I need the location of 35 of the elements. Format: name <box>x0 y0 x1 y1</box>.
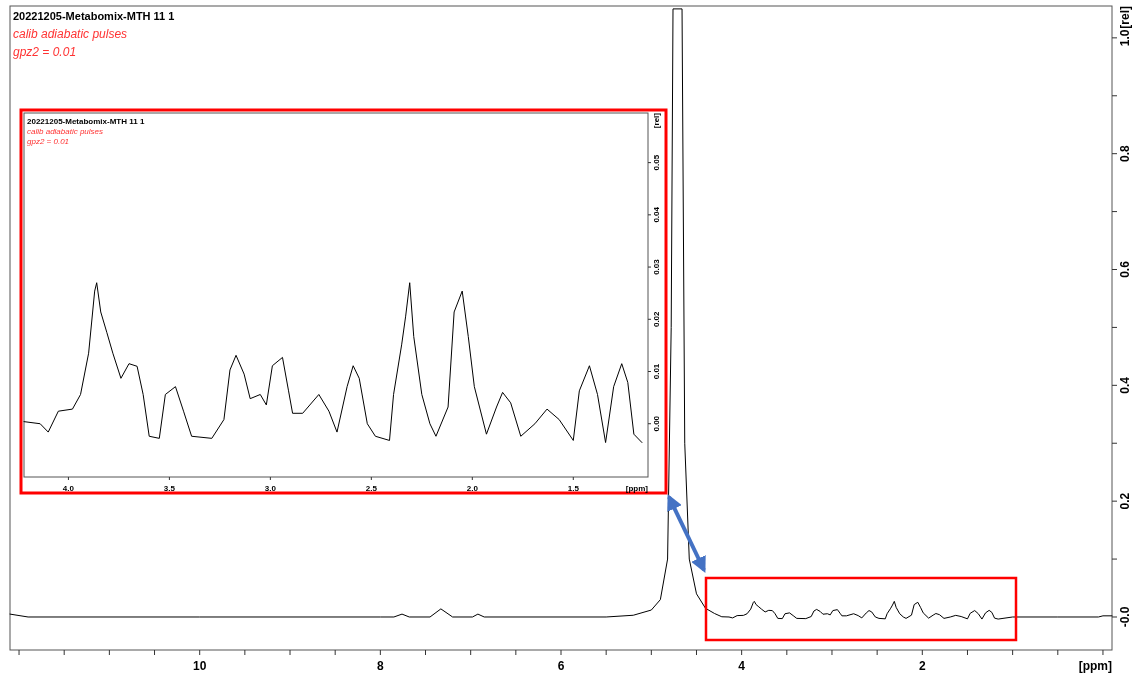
y-tick-label: 0.8 <box>1118 145 1132 163</box>
x-tick-label: 4.0 <box>62 484 75 493</box>
x-tick-label: 8 <box>377 659 384 673</box>
x-tick-label: 1.5 <box>567 484 580 493</box>
y-tick-label: 0.01 <box>652 363 661 380</box>
y-tick-label: 0.03 <box>652 258 661 275</box>
y-tick-label: 0.6 <box>1118 260 1132 278</box>
line-series <box>9 8 1113 620</box>
y-tick-label: -0.0 <box>1118 606 1132 628</box>
y-axis-title: [rel] <box>652 112 661 129</box>
x-tick-label: 2 <box>918 659 926 673</box>
chart-title: 20221205-Metabomix-MTH 11 1 <box>13 10 175 22</box>
x-axis-title: [ppm] <box>625 484 649 493</box>
y-tick-label: 0.00 <box>652 415 661 432</box>
x-tick-label: 3.0 <box>264 484 277 493</box>
annotation: calib adiabatic pulses <box>13 27 128 41</box>
y-axis-title: [rel] <box>1118 6 1132 29</box>
x-tick-label: 6 <box>557 659 565 673</box>
y-tick-label: 0.02 <box>652 310 661 328</box>
x-tick-label: 10 <box>193 659 207 673</box>
x-tick-label: 2.0 <box>466 484 479 493</box>
x-tick-label: 3.5 <box>163 484 176 493</box>
y-tick-label: 0.04 <box>652 206 661 223</box>
text: 20221205-Metabomix-MTH 11 1 <box>27 117 145 126</box>
y-tick-label: 1.0 <box>1118 29 1132 47</box>
x-axis-title: [ppm] <box>1078 659 1112 673</box>
y-tick-label: 0.4 <box>1118 376 1132 394</box>
y-tick-label: 0.2 <box>1118 492 1132 510</box>
annotation: gpz2 = 0.01 <box>13 45 77 59</box>
x-tick-label: 4 <box>738 659 746 673</box>
line-series <box>23 282 643 444</box>
annotation: gpz2 = 0.01 <box>27 137 70 146</box>
y-tick-label: 0.05 <box>652 154 661 171</box>
x-tick-label: 2.5 <box>365 484 378 493</box>
annotation: calib adiabatic pulses <box>27 127 104 136</box>
